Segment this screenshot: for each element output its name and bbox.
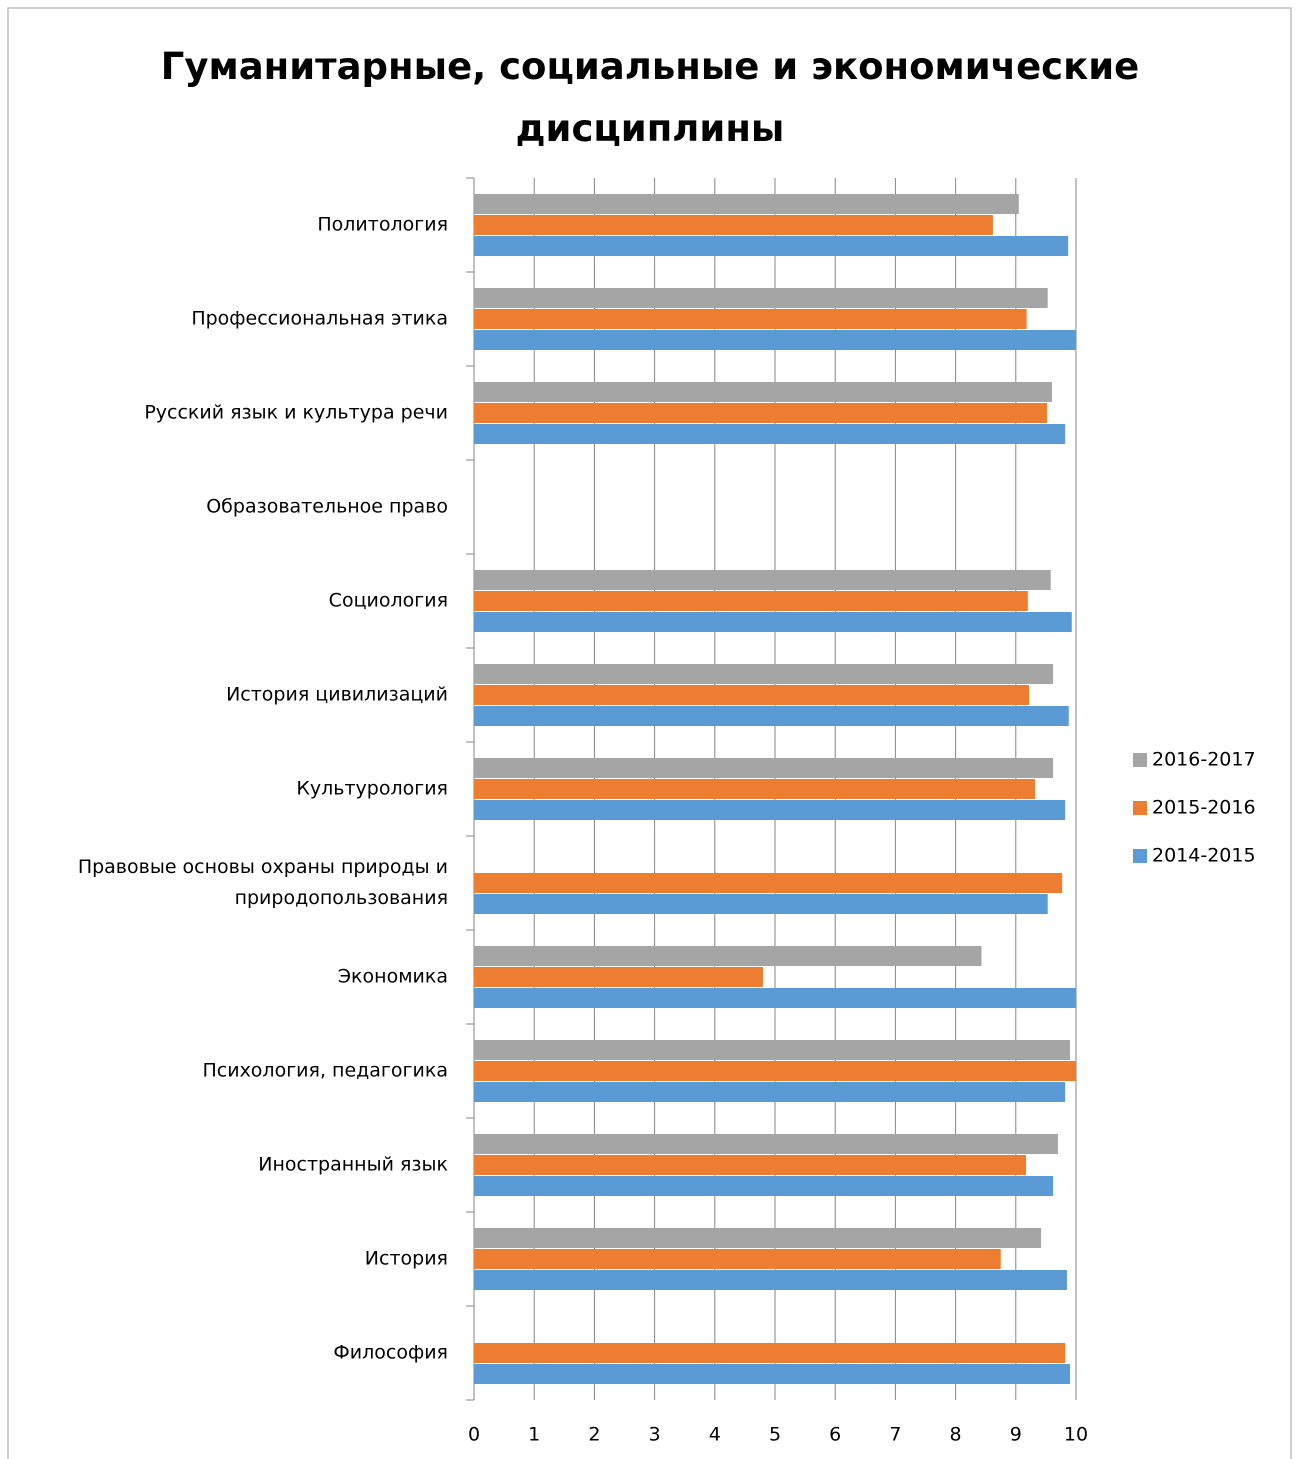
y-tick-label: История цивилизаций	[226, 683, 448, 706]
y-tick-label: Русский язык и культура речи	[144, 401, 448, 424]
bar	[474, 403, 1048, 423]
y-tick-label: Политология	[317, 213, 448, 236]
chart-title: Гуманитарные, социальные и экономические…	[160, 45, 1140, 150]
legend-swatch	[1133, 753, 1147, 767]
x-tick-label: 7	[889, 1424, 901, 1446]
y-tick-label: Иностранный язык	[258, 1153, 448, 1176]
bar	[474, 612, 1072, 632]
y-tick-label: Профессиональная этика	[191, 307, 448, 330]
bar	[474, 194, 1019, 214]
bar	[474, 330, 1076, 350]
y-tick-label: Философия	[333, 1341, 448, 1364]
y-tick-label: Правовые основы охраны природы и природо…	[77, 856, 448, 909]
bar	[474, 1249, 1001, 1269]
legend-label: 2015-2016	[1152, 797, 1256, 819]
bar	[474, 1343, 1066, 1363]
bar	[474, 309, 1027, 329]
y-tick-label: Социология	[328, 589, 448, 612]
x-tick-label: 10	[1064, 1424, 1088, 1446]
bar	[474, 570, 1051, 590]
y-tick-label: Психология, педагогика	[202, 1059, 448, 1082]
legend-swatch	[1133, 801, 1147, 815]
x-tick-label: 6	[829, 1424, 841, 1446]
bar	[474, 664, 1054, 684]
bar	[474, 1040, 1070, 1060]
legend-label: 2014-2015	[1152, 845, 1256, 867]
bar	[474, 1061, 1076, 1081]
x-tick-label: 3	[649, 1424, 661, 1446]
bar	[474, 758, 1054, 778]
bar	[474, 779, 1036, 799]
bar	[474, 1364, 1070, 1384]
bar	[474, 424, 1066, 444]
bar	[474, 988, 1076, 1008]
bar	[474, 215, 993, 235]
bar	[474, 706, 1069, 726]
bar	[474, 967, 763, 987]
bar	[474, 1228, 1042, 1248]
y-tick-label: История	[364, 1247, 448, 1270]
x-tick-label: 4	[709, 1424, 721, 1446]
bar	[474, 236, 1069, 256]
legend-label: 2016-2017	[1152, 749, 1256, 771]
chart-border	[7, 7, 1292, 1459]
bar	[474, 591, 1028, 611]
y-tick-label: Культурология	[296, 777, 448, 800]
x-tick-label: 8	[950, 1424, 962, 1446]
bar	[474, 1134, 1058, 1154]
x-tick-label: 0	[468, 1424, 480, 1446]
x-tick-label: 2	[588, 1424, 600, 1446]
x-tick-label: 5	[769, 1424, 781, 1446]
bar	[474, 1082, 1066, 1102]
bar	[474, 288, 1048, 308]
y-tick-label: Образовательное право	[206, 495, 448, 518]
x-tick-label: 9	[1010, 1424, 1022, 1446]
bar	[474, 800, 1066, 820]
bar	[474, 873, 1063, 893]
bar	[474, 946, 982, 966]
bar	[474, 382, 1052, 402]
y-tick-label: Экономика	[337, 965, 448, 988]
bar	[474, 1155, 1027, 1175]
bar	[474, 1176, 1054, 1196]
bar	[474, 894, 1048, 914]
bar	[474, 1270, 1067, 1290]
legend-swatch	[1133, 849, 1147, 863]
x-tick-label: 1	[528, 1424, 540, 1446]
bar	[474, 685, 1030, 705]
